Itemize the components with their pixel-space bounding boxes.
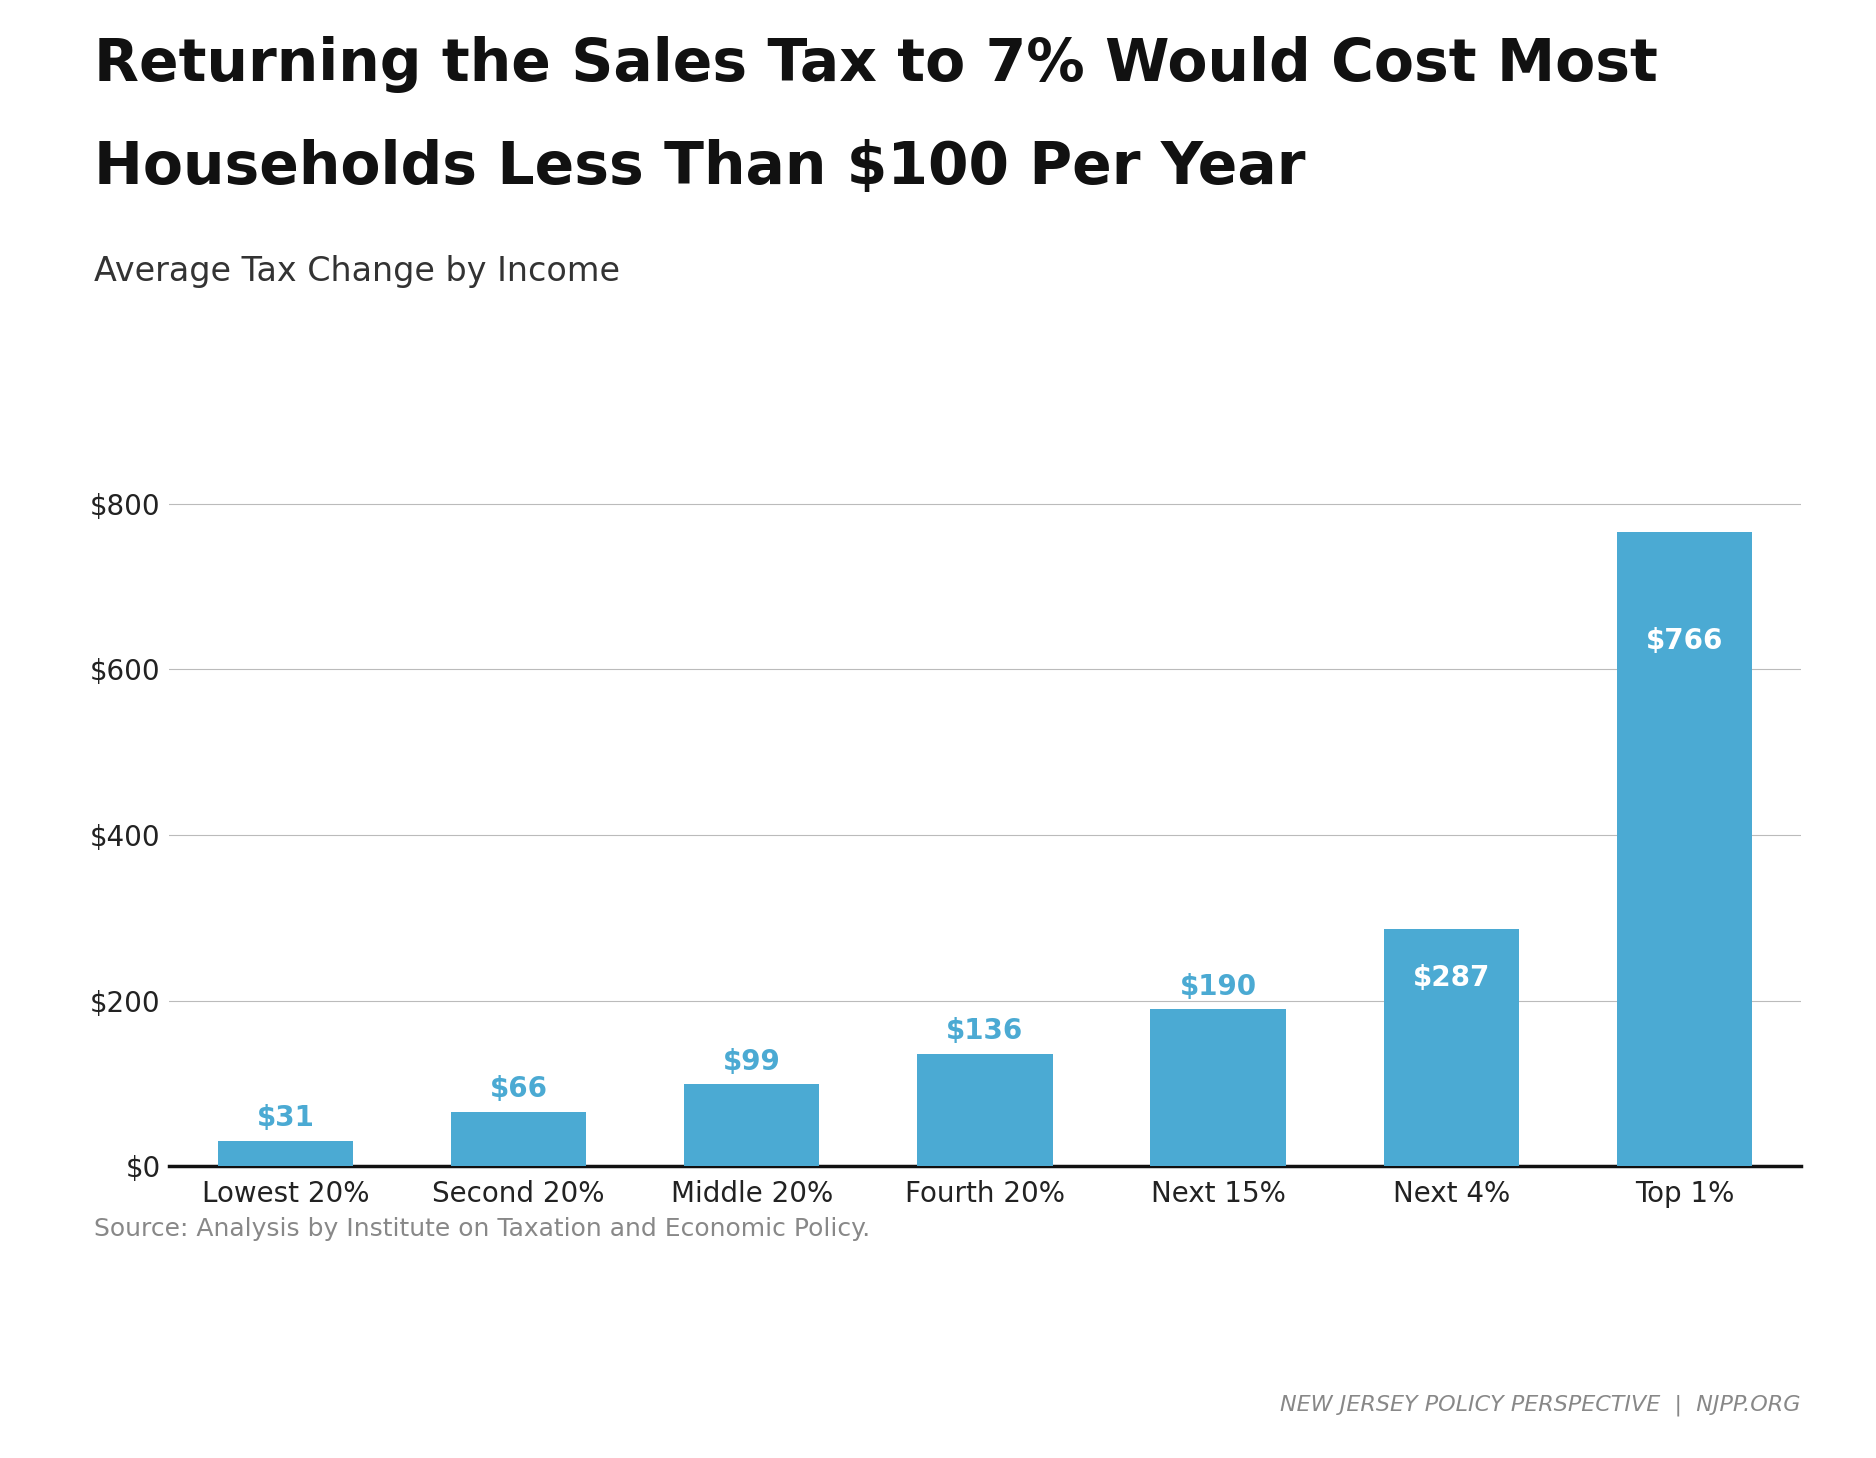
Bar [1150,1009,1285,1166]
Text: $31: $31 [257,1105,315,1133]
Bar [917,1054,1052,1166]
Bar [1384,929,1520,1166]
Bar [1617,532,1752,1166]
Text: Returning the Sales Tax to 7% Would Cost Most: Returning the Sales Tax to 7% Would Cost… [94,36,1658,93]
Text: $99: $99 [722,1048,780,1076]
Text: $287: $287 [1413,964,1490,993]
Text: Average Tax Change by Income: Average Tax Change by Income [94,255,619,289]
Text: $136: $136 [946,1018,1024,1045]
Text: Households Less Than $100 Per Year: Households Less Than $100 Per Year [94,139,1306,195]
Text: $766: $766 [1645,627,1722,655]
Bar [450,1111,585,1166]
Text: $190: $190 [1180,972,1257,1000]
Bar [685,1085,820,1166]
Text: $66: $66 [490,1076,548,1104]
Text: Source: Analysis by Institute on Taxation and Economic Policy.: Source: Analysis by Institute on Taxatio… [94,1217,870,1241]
Bar [218,1140,353,1166]
Text: NEW JERSEY POLICY PERSPECTIVE  |  NJPP.ORG: NEW JERSEY POLICY PERSPECTIVE | NJPP.ORG [1281,1395,1801,1416]
